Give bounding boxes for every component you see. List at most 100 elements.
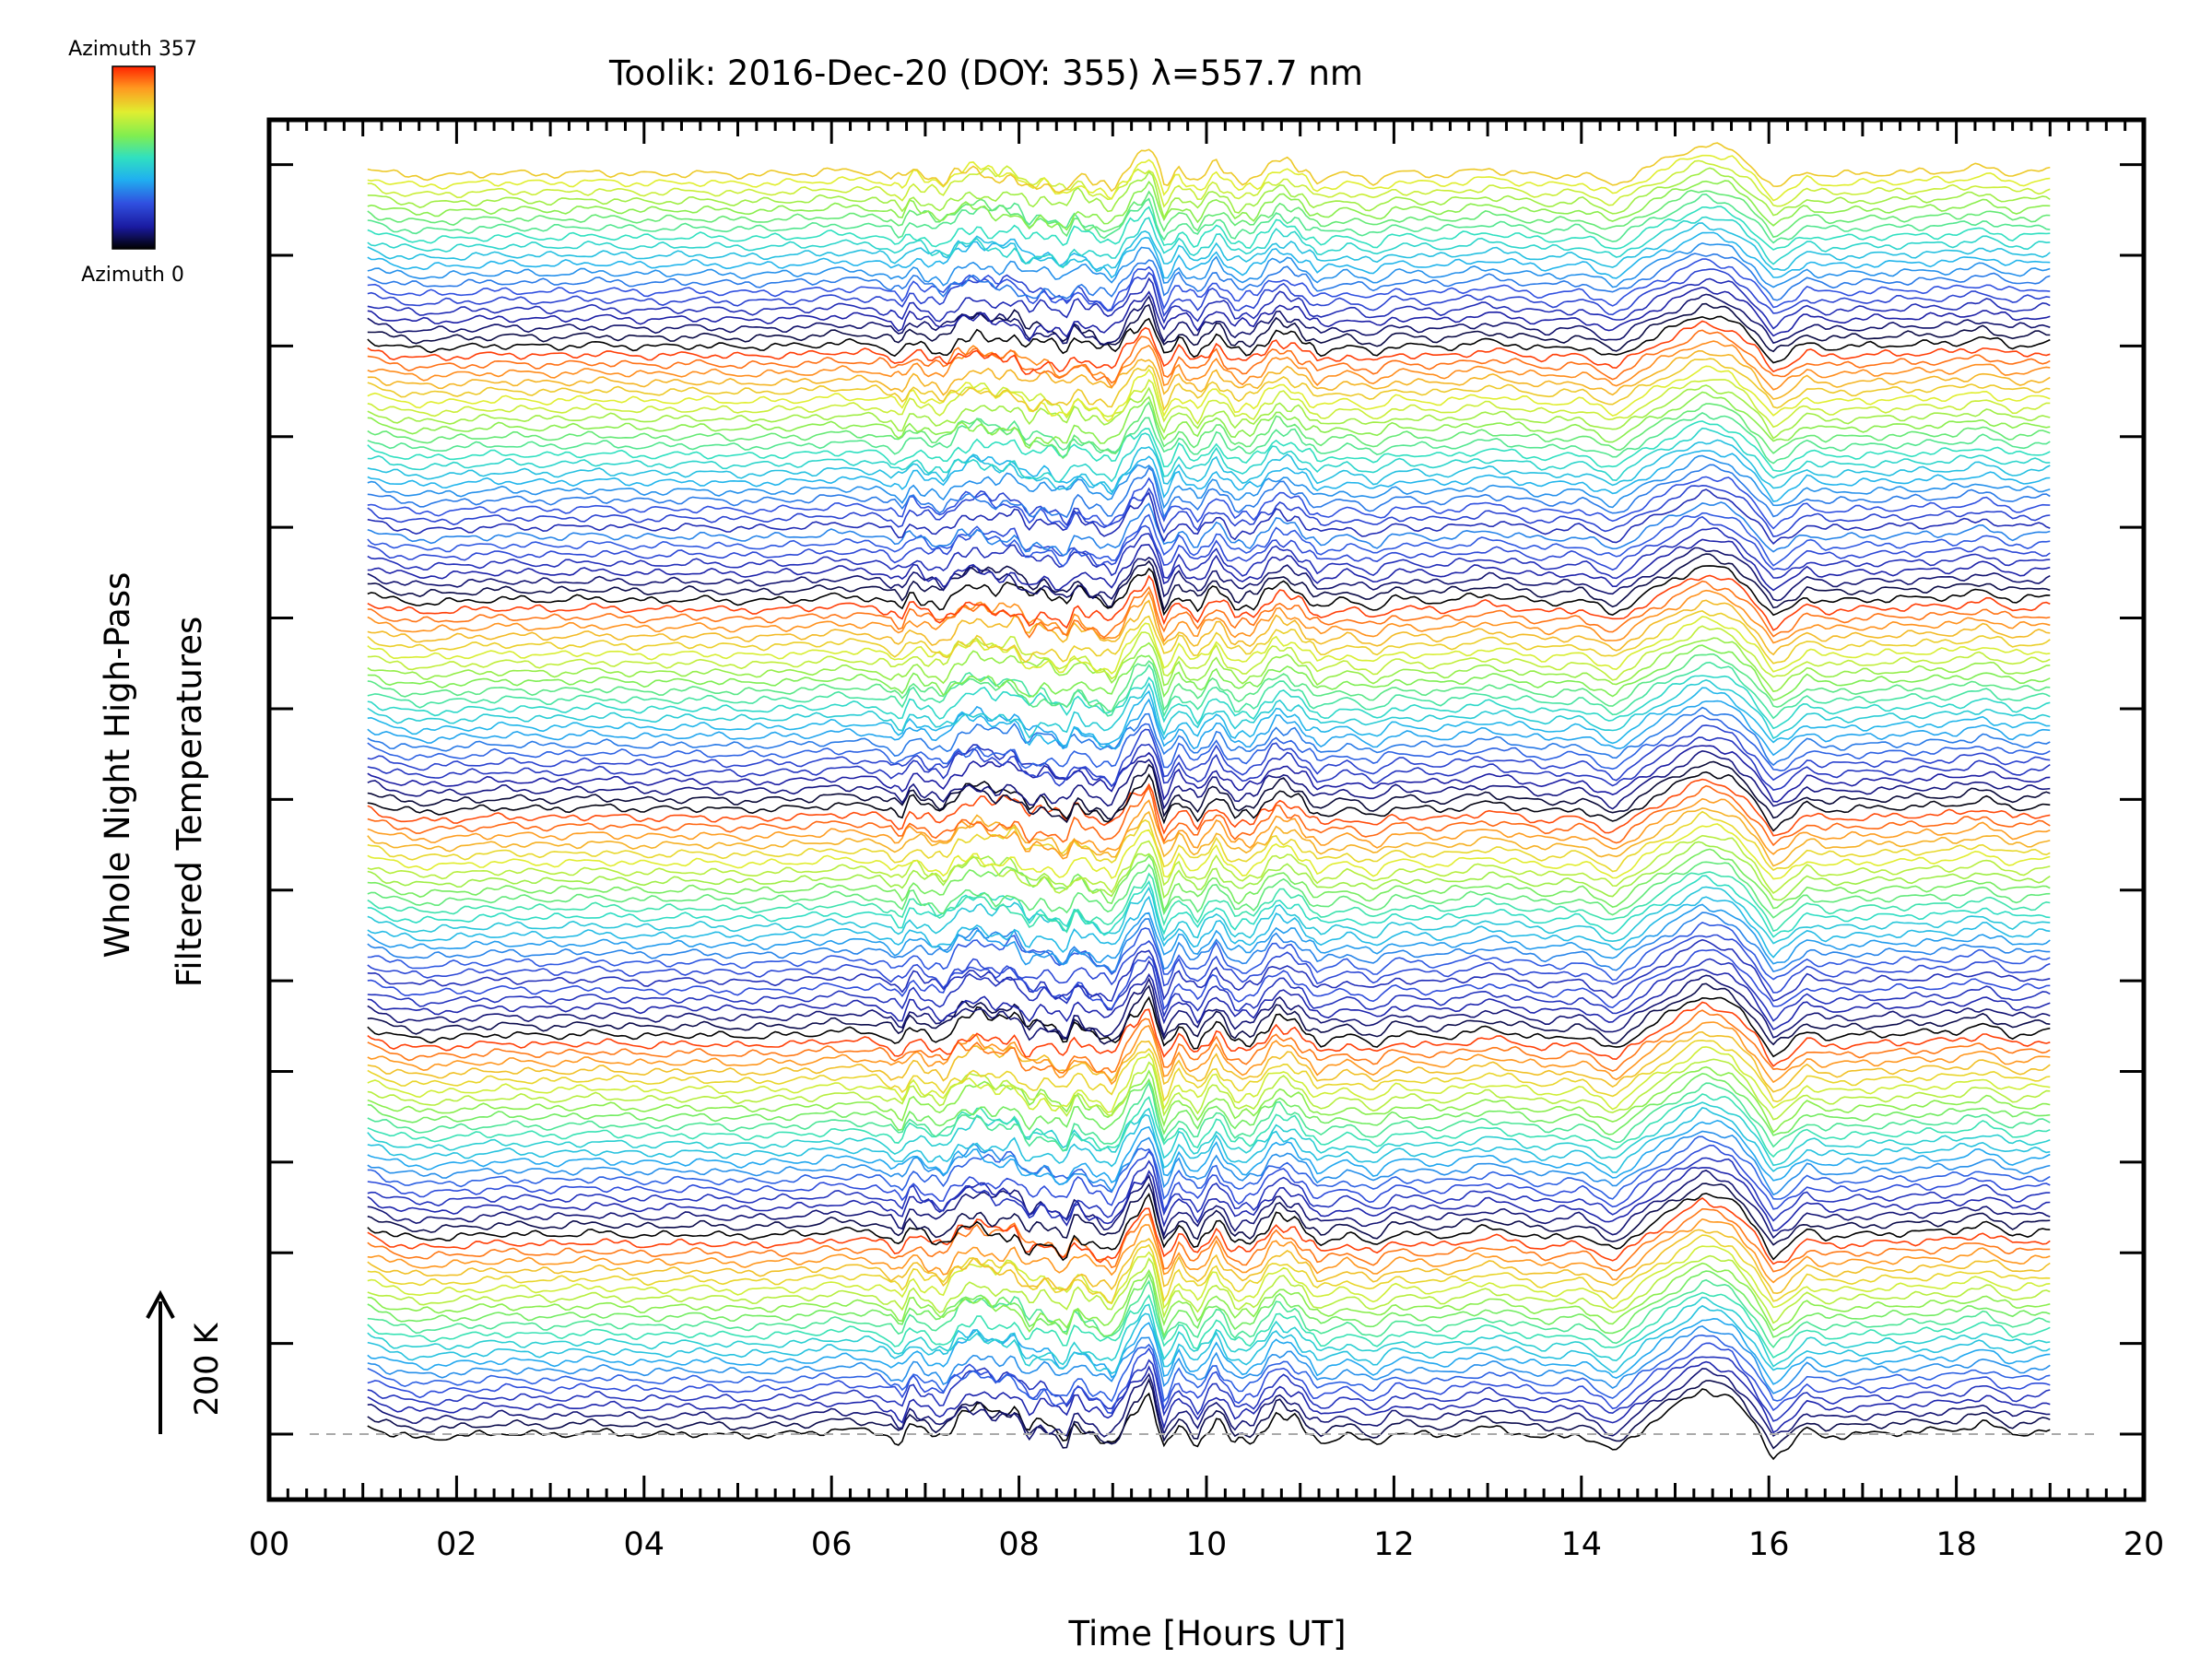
series-line xyxy=(367,476,2051,530)
series-line xyxy=(367,349,2051,400)
series-line xyxy=(367,1234,2051,1304)
series-line xyxy=(367,1072,2051,1136)
series-line xyxy=(367,302,2051,353)
x-tick-label: 18 xyxy=(1936,1526,1977,1563)
series-line xyxy=(367,231,2051,279)
series-line xyxy=(367,154,2051,202)
series-line xyxy=(367,1058,2051,1121)
series-line xyxy=(367,784,2051,847)
x-axis-label: Time [Hours UT] xyxy=(1067,1614,1346,1653)
series-line xyxy=(367,1278,2051,1349)
series-line xyxy=(367,180,2051,231)
x-tick-label: 08 xyxy=(998,1526,1040,1563)
series-line xyxy=(367,1360,2051,1434)
series-line xyxy=(367,698,2051,757)
series-line xyxy=(367,958,2051,1022)
x-tick-label: 12 xyxy=(1373,1526,1415,1563)
series-line xyxy=(367,875,2051,938)
series-line xyxy=(367,329,2051,384)
series-line xyxy=(367,1182,2051,1246)
series-line xyxy=(367,142,2051,194)
series-line xyxy=(367,745,2051,803)
colorbar: Azimuth 357 Azimuth 0 xyxy=(68,38,197,287)
series-line xyxy=(367,1021,2051,1086)
series-line xyxy=(367,1325,2051,1394)
series-line xyxy=(367,501,2051,557)
series-line xyxy=(367,1270,2051,1338)
series-line xyxy=(367,760,2051,824)
series-line xyxy=(367,193,2051,244)
series-line xyxy=(367,1334,2051,1403)
series-line xyxy=(367,912,2051,973)
series-line xyxy=(367,995,2051,1058)
colorbar-bottom-label: Azimuth 0 xyxy=(81,264,184,287)
series-line xyxy=(367,706,2051,767)
series-line xyxy=(367,420,2051,473)
series-line xyxy=(367,644,2051,701)
series-line xyxy=(367,401,2051,460)
series-line xyxy=(367,1101,2051,1167)
series-line xyxy=(367,1081,2051,1152)
series-line xyxy=(367,276,2051,330)
series-line xyxy=(367,553,2051,612)
series-line xyxy=(367,599,2051,656)
series-line xyxy=(367,258,2051,312)
series-line xyxy=(367,922,2051,982)
series-line xyxy=(367,841,2051,901)
series-line xyxy=(367,206,2051,251)
series-line xyxy=(367,241,2051,288)
series-line xyxy=(367,167,2051,220)
series-line xyxy=(367,637,2051,693)
scale-bar: 200 K xyxy=(146,1289,226,1434)
series-line xyxy=(367,547,2051,602)
series-line xyxy=(367,1245,2051,1310)
series-line xyxy=(367,1291,2051,1359)
series-line xyxy=(367,1296,2051,1368)
series-line xyxy=(367,574,2051,631)
series-line xyxy=(367,724,2051,788)
series-line xyxy=(367,427,2051,483)
series-line xyxy=(367,1039,2051,1103)
series-line xyxy=(367,714,2051,772)
series-line xyxy=(367,222,2051,273)
series-line xyxy=(367,439,2051,493)
scale-bar-arrow-head xyxy=(146,1289,175,1319)
series-line xyxy=(367,1170,2051,1240)
y-axis-ticks xyxy=(269,163,2144,1436)
series-line xyxy=(367,1304,2051,1375)
series-line xyxy=(367,1356,2051,1422)
series-line xyxy=(367,778,2051,837)
series-line xyxy=(367,797,2051,860)
series-line xyxy=(367,661,2051,720)
series-line xyxy=(367,823,2051,880)
series-line xyxy=(367,1107,2051,1173)
series-line xyxy=(367,1218,2051,1284)
series-line xyxy=(367,974,2051,1041)
series-line xyxy=(367,450,2051,502)
series-line xyxy=(367,736,2051,791)
series-line xyxy=(367,1144,2051,1213)
series-line xyxy=(367,675,2051,730)
series-line xyxy=(367,616,2051,675)
series-line xyxy=(367,1207,2051,1273)
x-tick-label: 16 xyxy=(1748,1526,1790,1563)
x-tick-label: 14 xyxy=(1561,1526,1603,1563)
series-line xyxy=(367,589,2051,644)
series-line xyxy=(367,454,2051,510)
series-line xyxy=(367,253,2051,301)
series-line xyxy=(367,982,2051,1046)
series-group xyxy=(367,142,2051,1461)
series-line xyxy=(367,1119,2051,1185)
series-line xyxy=(367,391,2051,450)
series-line xyxy=(367,580,2051,639)
series-line xyxy=(367,687,2051,748)
series-line xyxy=(367,1197,2051,1265)
series-line xyxy=(367,653,2051,712)
x-tick-label: 06 xyxy=(811,1526,853,1563)
series-line xyxy=(367,679,2051,740)
series-line xyxy=(367,810,2051,873)
series-line xyxy=(367,934,2051,994)
series-line xyxy=(367,1378,2051,1450)
series-line xyxy=(367,625,2051,681)
